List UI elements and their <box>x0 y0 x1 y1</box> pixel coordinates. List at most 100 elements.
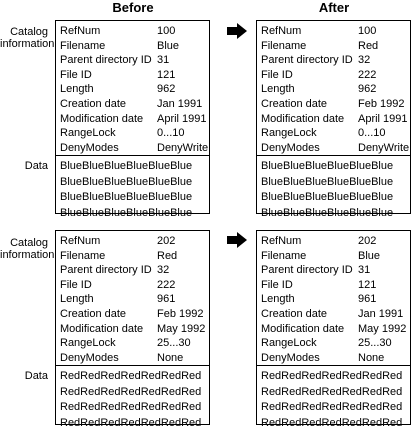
catalog-row: Length 962 <box>56 82 209 97</box>
catalog-row: Modification date April 1991 <box>257 112 410 127</box>
data-line: BlueBlueBlueBlueBlueBlue <box>261 160 394 173</box>
data-line: RedRedRedRedRedRedRed <box>60 416 202 429</box>
catalog-row: File ID 121 <box>257 278 410 293</box>
field-value: Red <box>358 39 379 52</box>
field-value: 962 <box>358 83 377 96</box>
field-name: Modification date <box>261 112 345 125</box>
catalog-row: RangeLock 0...10 <box>257 126 410 141</box>
field-value: 0...10 <box>358 127 386 140</box>
field-value: 0...10 <box>157 127 185 140</box>
field-name: RangeLock <box>60 127 116 140</box>
data-line: BlueBlueBlueBlueBlueBlue <box>261 175 394 188</box>
catalog-row: File ID 222 <box>257 68 410 83</box>
section-divider <box>257 155 410 157</box>
field-value: Jan 1991 <box>358 307 404 320</box>
data-section: BlueBlueBlueBlueBlueBlue BlueBlueBlueBlue… <box>257 156 410 221</box>
catalog-row: DenyModes DenyWrite <box>257 141 410 156</box>
section-divider <box>257 365 410 367</box>
catalog-row: Filename Red <box>56 249 209 264</box>
field-value: None <box>358 351 385 364</box>
card-top-before: RefNum 100 Filename Blue Parent directory ID… <box>55 20 210 219</box>
field-value: 202 <box>358 235 377 247</box>
catalog-row: Parent directory ID 32 <box>56 263 209 278</box>
catalog-row: Modification date May 1992 <box>257 322 410 337</box>
field-value: Jan 1991 <box>157 97 203 110</box>
section-divider <box>56 155 209 157</box>
field-value: Blue <box>358 249 381 262</box>
data-line: BlueBlueBlueBlueBlueBlue <box>60 175 193 188</box>
catalog-row: DenyModes DenyWrite <box>56 141 209 156</box>
data-line: RedRedRedRedRedRedRed <box>60 401 202 414</box>
field-value: 25...30 <box>157 337 191 350</box>
field-value: DenyWrite <box>358 141 410 154</box>
catalog-row: Length 962 <box>257 82 410 97</box>
field-value: May 1992 <box>358 322 407 335</box>
field-value: 961 <box>358 293 377 306</box>
field-value: 202 <box>157 235 176 247</box>
catalog-label-line1: Catalog <box>10 26 48 38</box>
right-arrow-icon <box>227 232 247 248</box>
data-line: BlueBlueBlueBlueBlueBlue <box>60 160 193 173</box>
field-value: 100 <box>358 25 377 37</box>
field-value: 222 <box>358 68 377 81</box>
catalog-row: RefNum 202 <box>56 234 209 249</box>
catalog-row: RefNum 202 <box>257 234 410 249</box>
data-line: RedRedRedRedRedRedRed <box>60 370 202 383</box>
data-line: RedRedRedRedRedRedRed <box>261 401 403 414</box>
data-line: BlueBlueBlueBlueBlueBlue <box>261 191 394 204</box>
data-section: RedRedRedRedRedRedRed RedRedRedRedRedRedR… <box>257 366 410 431</box>
field-name: Filename <box>261 249 307 262</box>
catalog-row: Filename Red <box>257 39 410 54</box>
field-name: RefNum <box>261 235 302 247</box>
catalog-row: DenyModes None <box>257 351 410 366</box>
field-name: Creation date <box>60 307 127 320</box>
catalog-row: RefNum 100 <box>56 24 209 39</box>
field-name: Modification date <box>261 322 345 335</box>
field-value: 121 <box>157 68 176 81</box>
field-name: Length <box>261 293 295 306</box>
right-arrow-icon <box>227 23 247 39</box>
data-line: BlueBlueBlueBlueBlueBlue <box>60 191 193 204</box>
field-name: Creation date <box>60 97 127 110</box>
catalog-row: Creation date Feb 1992 <box>56 307 209 322</box>
field-name: Creation date <box>261 97 328 110</box>
field-value: April 1991 <box>157 112 207 125</box>
catalog-row: RangeLock 25...30 <box>56 336 209 351</box>
field-name: Modification date <box>60 112 144 125</box>
before-header: Before <box>112 0 154 15</box>
catalog-row: File ID 121 <box>56 68 209 83</box>
catalog-row: Parent directory ID 32 <box>257 53 410 68</box>
data-section: BlueBlueBlueBlueBlueBlue BlueBlueBlueBlue… <box>56 156 209 221</box>
catalog-row: Parent directory ID 31 <box>257 263 410 278</box>
data-line: RedRedRedRedRedRedRed <box>60 385 202 398</box>
catalog-row: RefNum 100 <box>257 24 410 39</box>
catalog-row: Length 961 <box>56 292 209 307</box>
data-label-top: Data <box>24 160 48 172</box>
catalog-row: Filename Blue <box>56 39 209 54</box>
field-value: 961 <box>157 293 176 306</box>
catalog-section: RefNum 202 Filename Red Parent directory ID 3… <box>56 231 209 365</box>
field-name: DenyModes <box>60 351 119 364</box>
catalog-row: File ID 222 <box>56 278 209 293</box>
field-name: DenyModes <box>60 141 119 154</box>
field-name: RefNum <box>261 25 302 37</box>
data-line: BlueBlueBlueBlueBlueBlue <box>261 206 394 219</box>
field-name: Filename <box>60 39 106 52</box>
field-name: File ID <box>261 278 293 291</box>
catalog-row: Modification date April 1991 <box>56 112 209 127</box>
catalog-row: RangeLock 0...10 <box>56 126 209 141</box>
field-value: 31 <box>358 264 371 277</box>
field-name: Length <box>60 83 94 96</box>
field-name: File ID <box>60 68 92 81</box>
catalog-row: Creation date Jan 1991 <box>56 97 209 112</box>
field-value: Red <box>157 249 178 262</box>
field-value: None <box>157 351 184 364</box>
field-value: DenyWrite <box>157 141 209 154</box>
data-section: RedRedRedRedRedRedRed RedRedRedRedRedRedR… <box>56 366 209 431</box>
field-value: 31 <box>157 54 170 67</box>
field-name: DenyModes <box>261 351 320 364</box>
field-value: 32 <box>358 54 371 67</box>
catalog-section: RefNum 100 Filename Red Parent directory ID 3… <box>257 21 410 155</box>
field-value: 121 <box>358 278 377 291</box>
field-value: 100 <box>157 25 176 37</box>
